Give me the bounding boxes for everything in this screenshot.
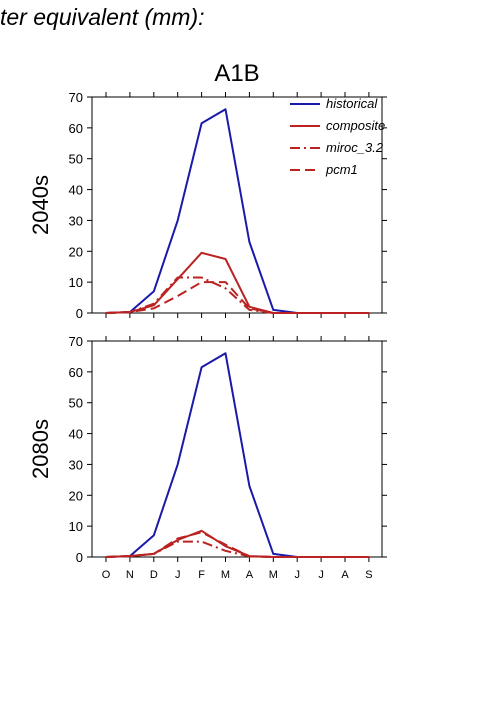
y-tick-label: 60 bbox=[69, 121, 83, 136]
x-tick-label: M bbox=[221, 569, 230, 581]
scenario-title: A1B bbox=[214, 60, 259, 87]
plot-frame bbox=[91, 340, 383, 558]
y-tick-label: 70 bbox=[69, 334, 83, 349]
y-tick-label: 40 bbox=[69, 427, 83, 442]
chart-panels: 0 10 20 30 40 50 60 70 2040s historical composite m… bbox=[28, 90, 387, 581]
y-tick-label: 30 bbox=[69, 457, 83, 472]
y-tick-label: 60 bbox=[69, 365, 83, 380]
row-label-2040s: 2040s bbox=[28, 175, 53, 235]
y-tick-label: 70 bbox=[69, 90, 83, 105]
legend-label: pcm1 bbox=[325, 162, 358, 177]
x-tick-label: M bbox=[269, 569, 278, 581]
x-tick-label: D bbox=[150, 569, 158, 581]
series-line-historical bbox=[105, 352, 369, 558]
panel-2040s: 0 10 20 30 40 50 60 70 2040s historical composite m… bbox=[28, 90, 387, 321]
x-tick-label: O bbox=[102, 569, 111, 581]
y-tick-label: 40 bbox=[69, 183, 83, 198]
x-tick-label: J bbox=[318, 569, 324, 581]
x-tick-label: A bbox=[246, 569, 254, 581]
x-tick-label: N bbox=[126, 569, 134, 581]
series-line-pcm1 bbox=[105, 281, 369, 314]
y-tick-label: 0 bbox=[76, 306, 83, 321]
y-tick-label: 30 bbox=[69, 213, 83, 228]
y-tick-label: 20 bbox=[69, 244, 83, 259]
y-tick-label: 50 bbox=[69, 152, 83, 167]
x-tick-label: J bbox=[175, 569, 181, 581]
plot-frame bbox=[91, 96, 383, 314]
series-line-composite bbox=[105, 251, 369, 314]
legend-label: miroc_3.2 bbox=[326, 140, 384, 155]
legend-label: composite bbox=[326, 118, 385, 133]
page-title: ter equivalent (mm): bbox=[0, 4, 205, 30]
x-tick-label: A bbox=[341, 569, 349, 581]
x-tick-label: S bbox=[365, 569, 372, 581]
y-tick-label: 10 bbox=[69, 519, 83, 534]
x-tick-label: F bbox=[198, 569, 205, 581]
x-tick-label: J bbox=[294, 569, 300, 581]
series-line-miroc-3-2 bbox=[105, 276, 369, 314]
legend-label: historical bbox=[326, 96, 378, 111]
row-label-2080s: 2080s bbox=[28, 419, 53, 479]
panel-2080s: 0 10 20 30 40 50 60 70 O N D J F M A M J J A S 2080s bbox=[28, 334, 387, 581]
legend: historical composite miroc_3.2 pcm1 bbox=[290, 96, 385, 177]
y-tick-label: 20 bbox=[69, 488, 83, 503]
series-line-pcm1 bbox=[105, 531, 369, 558]
y-tick-label: 0 bbox=[76, 550, 83, 565]
y-tick-label: 50 bbox=[69, 396, 83, 411]
y-tick-label: 10 bbox=[69, 275, 83, 290]
